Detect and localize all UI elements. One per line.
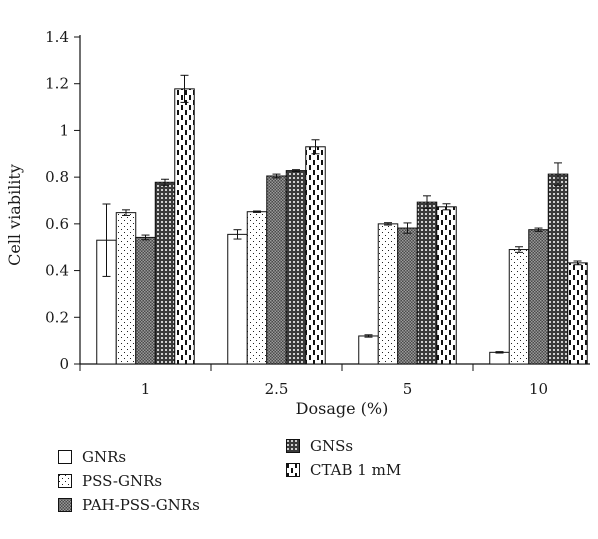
bar bbox=[528, 229, 549, 365]
y-tick-label: 1 bbox=[59, 121, 69, 139]
y-tick-label: 1.4 bbox=[45, 28, 69, 46]
y-tick-label: 0.4 bbox=[45, 262, 69, 280]
x-tick-label: 1 bbox=[141, 380, 151, 398]
bar bbox=[154, 181, 176, 365]
bar bbox=[547, 173, 569, 365]
bar bbox=[436, 206, 457, 365]
bar bbox=[174, 88, 195, 365]
bar bbox=[567, 262, 588, 365]
bar bbox=[397, 227, 418, 365]
x-tick-label: 10 bbox=[529, 380, 548, 398]
x-tick-label: 5 bbox=[403, 380, 413, 398]
bar bbox=[227, 233, 248, 365]
x-tick-label: 2.5 bbox=[265, 380, 289, 398]
y-tick-label: 1.2 bbox=[45, 75, 69, 93]
bar bbox=[285, 170, 307, 365]
bar bbox=[115, 212, 137, 365]
bar bbox=[508, 249, 530, 365]
bar bbox=[266, 175, 287, 365]
y-tick-label: 0 bbox=[59, 355, 69, 373]
bar bbox=[305, 146, 326, 365]
y-tick-label: 0.6 bbox=[45, 215, 69, 233]
y-axis-label: Cell viability bbox=[5, 164, 24, 266]
bar bbox=[489, 351, 510, 365]
bar bbox=[246, 211, 268, 365]
bar bbox=[377, 223, 399, 365]
bar bbox=[358, 335, 379, 365]
y-tick-label: 0.8 bbox=[45, 168, 69, 186]
bar bbox=[416, 201, 438, 365]
bar bbox=[135, 236, 156, 365]
x-axis-label: Dosage (%) bbox=[296, 399, 389, 418]
y-tick-label: 0.2 bbox=[45, 308, 69, 326]
